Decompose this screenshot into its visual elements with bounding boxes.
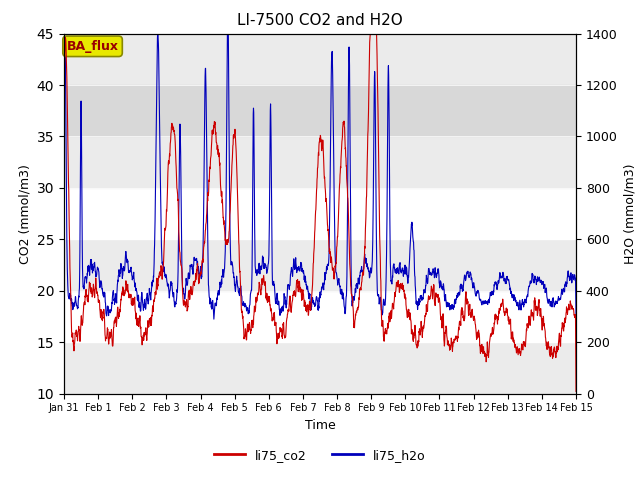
Y-axis label: H2O (mmol/m3): H2O (mmol/m3) xyxy=(623,163,636,264)
Bar xyxy=(64,136,576,188)
Bar xyxy=(64,188,576,240)
X-axis label: Time: Time xyxy=(305,419,335,432)
Bar xyxy=(64,291,576,342)
Title: LI-7500 CO2 and H2O: LI-7500 CO2 and H2O xyxy=(237,13,403,28)
Bar xyxy=(64,240,576,291)
Bar xyxy=(64,85,576,136)
Bar xyxy=(64,342,576,394)
Y-axis label: CO2 (mmol/m3): CO2 (mmol/m3) xyxy=(18,164,31,264)
Text: BA_flux: BA_flux xyxy=(67,40,118,53)
Legend: li75_co2, li75_h2o: li75_co2, li75_h2o xyxy=(209,444,431,467)
Bar xyxy=(64,85,576,136)
Bar xyxy=(64,34,576,85)
